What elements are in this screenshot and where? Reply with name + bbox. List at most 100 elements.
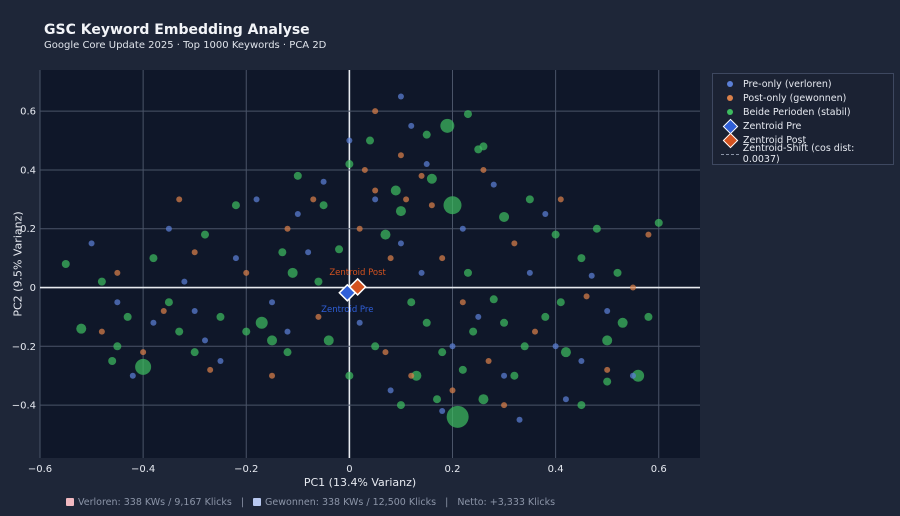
- data-point: [411, 370, 422, 381]
- data-point: [319, 201, 328, 210]
- data-point: [422, 130, 431, 139]
- data-point: [479, 142, 488, 151]
- data-point: [577, 401, 586, 410]
- data-point: [562, 396, 569, 403]
- legend-item-shift[interactable]: Zentroid-Shift (cos dist: 0.0037): [713, 143, 893, 165]
- data-point: [150, 319, 157, 326]
- y-tick-label: 0.2: [20, 224, 36, 235]
- data-point: [604, 308, 611, 315]
- data-point: [387, 255, 394, 262]
- data-point: [216, 312, 225, 321]
- data-point: [314, 277, 323, 286]
- data-point: [372, 187, 379, 194]
- data-point: [390, 185, 401, 196]
- data-point: [190, 348, 199, 357]
- data-point: [356, 225, 363, 232]
- x-tick-label: 0.4: [548, 464, 564, 475]
- data-point: [345, 371, 354, 380]
- data-point: [588, 272, 595, 279]
- legend: Pre-only (verloren) Post-only (gewonnen)…: [712, 73, 894, 165]
- legend-item-post-only[interactable]: Post-only (gewonnen): [713, 91, 893, 105]
- data-point: [269, 372, 276, 379]
- data-point: [61, 260, 70, 268]
- data-point: [253, 196, 260, 203]
- data-point: [113, 342, 122, 351]
- data-point: [287, 267, 298, 278]
- data-point: [88, 240, 95, 247]
- legend-item-zentroid-pre[interactable]: Zentroid Pre: [713, 118, 893, 134]
- green-dot-icon: [727, 109, 733, 115]
- y-tick-label: 0.4: [20, 165, 36, 176]
- data-point: [439, 407, 446, 414]
- data-point: [632, 369, 645, 382]
- data-point: [191, 249, 198, 256]
- legend-item-pre-only[interactable]: Pre-only (verloren): [713, 77, 893, 91]
- data-point: [478, 394, 489, 405]
- data-point: [449, 343, 456, 350]
- data-point: [613, 268, 622, 277]
- legend-item-zentroid-post[interactable]: Zentroid Post: [713, 132, 893, 148]
- data-point: [232, 255, 239, 262]
- data-point: [372, 108, 379, 115]
- data-point: [323, 335, 334, 346]
- data-point: [135, 358, 152, 375]
- data-point: [345, 160, 354, 169]
- data-point: [552, 343, 559, 350]
- data-point: [458, 365, 467, 374]
- data-point: [165, 225, 172, 232]
- data-point: [629, 372, 636, 379]
- won-summary: Gewonnen: 338 KWs / 12,500 Klicks: [265, 497, 437, 508]
- x-tick-label: 0.2: [445, 464, 461, 475]
- orange-dot-icon: [727, 95, 733, 101]
- data-point: [160, 308, 167, 315]
- data-point: [463, 110, 472, 119]
- legend-item-beide[interactable]: Beide Perioden (stabil): [713, 105, 893, 119]
- chart-subtitle: Google Core Update 2025 · Top 1000 Keywo…: [44, 40, 327, 51]
- data-point: [556, 298, 565, 307]
- data-point: [123, 312, 132, 321]
- data-point: [617, 317, 628, 328]
- data-point: [407, 298, 416, 307]
- data-point: [293, 171, 302, 180]
- data-point: [387, 387, 394, 394]
- data-point: [305, 249, 312, 256]
- legend-label: Zentroid Pre: [743, 120, 802, 132]
- data-point: [510, 371, 519, 380]
- data-point: [433, 395, 442, 404]
- data-point: [645, 231, 652, 238]
- data-point: [418, 172, 425, 179]
- data-point: [191, 308, 198, 315]
- data-point: [356, 319, 363, 326]
- blue-dot-icon: [727, 81, 733, 87]
- data-point: [426, 173, 437, 184]
- data-point: [284, 328, 291, 335]
- data-point: [489, 295, 498, 304]
- separator: |: [240, 497, 245, 508]
- dashed-line-icon: [720, 153, 739, 155]
- centroid-marker: [348, 277, 367, 296]
- data-point: [532, 328, 538, 335]
- data-point: [294, 211, 301, 218]
- data-point: [439, 255, 446, 262]
- x-tick-label: −0.2: [234, 464, 258, 475]
- data-point: [129, 372, 136, 379]
- data-point: [284, 225, 291, 232]
- data-point: [243, 269, 250, 276]
- data-point: [372, 196, 379, 203]
- data-point: [499, 211, 510, 222]
- data-point: [578, 358, 585, 364]
- data-point: [557, 196, 564, 203]
- data-point: [397, 240, 404, 247]
- data-point: [501, 372, 508, 379]
- x-tick-label: 0.6: [651, 464, 667, 475]
- data-point: [366, 136, 374, 145]
- data-point: [551, 230, 560, 239]
- y-tick-label: 0: [30, 283, 36, 294]
- data-point: [577, 254, 586, 263]
- data-point: [603, 377, 612, 386]
- data-point: [310, 196, 317, 203]
- data-point: [526, 269, 533, 276]
- data-point: [149, 254, 158, 263]
- data-point: [242, 327, 251, 336]
- data-point: [202, 337, 208, 344]
